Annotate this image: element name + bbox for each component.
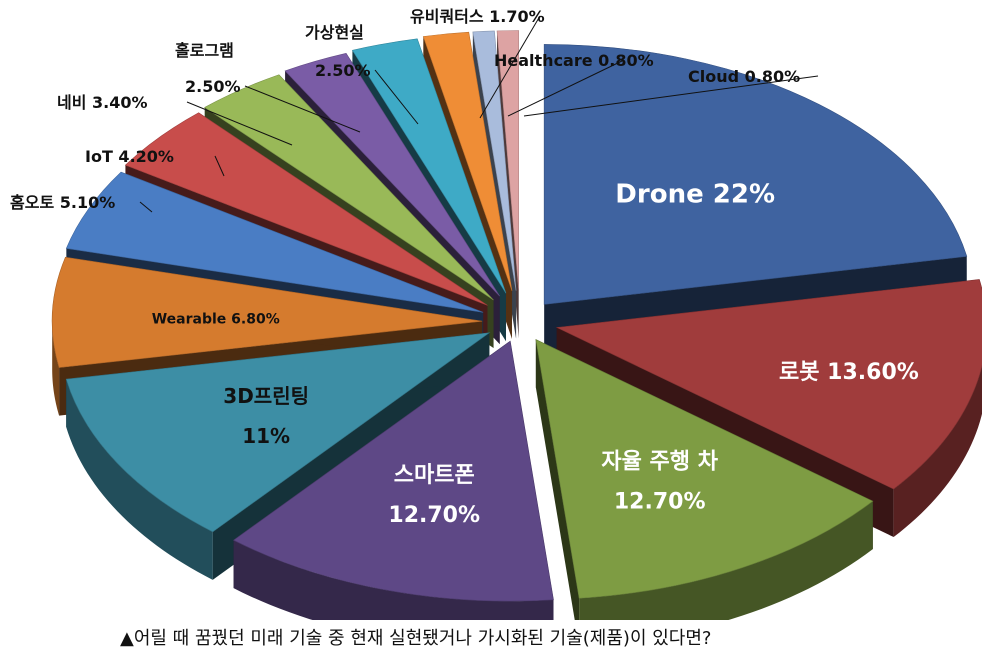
slice-label-9: 홀로그램 — [175, 41, 234, 60]
slice-top-3 — [233, 340, 554, 602]
slice-sublabel-9: 2.50% — [185, 77, 241, 96]
slice-sublabel-3: 12.70% — [388, 503, 480, 528]
pie-slice-2 — [535, 339, 874, 620]
slice-rim-1 — [893, 365, 982, 538]
chart-caption: ▲어릴 때 꿈꿨던 미래 기술 중 현재 실현됐거나 가시화된 기술(제품)이 … — [120, 628, 712, 649]
slice-sublabel-10: 2.50% — [315, 61, 371, 80]
leader-line-9 — [244, 85, 361, 133]
slice-rim-3 — [233, 540, 554, 620]
slice-label-0: Drone 22% — [615, 179, 775, 209]
slice-label-13: Cloud 0.80% — [688, 67, 800, 86]
slice-label-11: 유비쿼터스 1.70% — [410, 7, 545, 26]
slice-top-4 — [65, 332, 491, 533]
pie-slice-3 — [233, 340, 554, 620]
leader-line-12 — [507, 59, 625, 117]
slice-top-7 — [124, 112, 488, 306]
slice-sublabel-2: 12.70% — [614, 489, 706, 514]
leader-line-13 — [523, 75, 819, 117]
slice-top-2 — [535, 339, 874, 599]
slice-top-0 — [543, 44, 968, 305]
slice-label-4: 3D프린팅 — [223, 384, 309, 408]
leader-line-7 — [214, 155, 225, 177]
slice-label-8: 네비 3.40% — [57, 93, 148, 112]
pie-chart: Drone 22% 로봇 13.60% 자율 주행 차 12.70% 스마트폰 12.70… — [10, 7, 982, 620]
leader-line-6 — [139, 201, 153, 213]
leader-line-8 — [186, 101, 293, 146]
slice-label-12: Healthcare 0.80% — [494, 51, 654, 70]
slices-layer — [51, 30, 982, 620]
slice-rim-4 — [66, 379, 213, 580]
slice-top-12 — [472, 30, 517, 291]
slice-label-10: 가상현실 — [305, 23, 364, 42]
slice-sublabel-4: 11% — [242, 424, 290, 448]
slice-top-6 — [65, 171, 484, 313]
slice-label-2: 자율 주행 차 — [601, 449, 718, 474]
leader-line-10 — [374, 69, 419, 125]
slice-label-5: Wearable 6.80% — [152, 312, 280, 328]
slice-label-3: 스마트폰 — [394, 463, 475, 488]
slice-top-5 — [51, 256, 483, 368]
slice-rim-2 — [579, 501, 873, 620]
slice-label-6: 홈오토 5.10% — [10, 193, 115, 212]
slice-top-8 — [204, 74, 494, 301]
slice-top-13 — [496, 30, 519, 291]
leader-line-11 — [479, 15, 541, 119]
labels-layer: Drone 22% 로봇 13.60% 자율 주행 차 12.70% 스마트폰 12.70… — [10, 7, 919, 528]
slice-label-1: 로봇 13.60% — [779, 360, 919, 385]
slice-top-9 — [284, 52, 500, 297]
slice-top-11 — [422, 31, 513, 292]
slice-wall-2-1 — [535, 339, 580, 620]
slice-top-10 — [351, 38, 507, 294]
slice-top-1 — [555, 279, 982, 490]
slice-label-7: IoT 4.20% — [85, 147, 174, 166]
